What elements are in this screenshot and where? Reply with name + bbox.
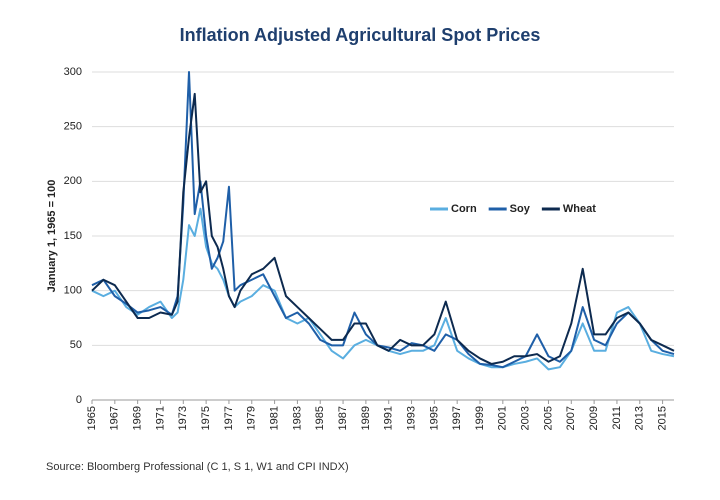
x-tick-label: 2003 (520, 406, 532, 430)
legend-label: Corn (451, 203, 477, 215)
x-tick-label: 1987 (337, 406, 349, 430)
x-tick-label: 1975 (200, 406, 212, 430)
y-tick-label: 300 (64, 66, 82, 78)
series-line (91, 92, 675, 365)
chart-title: Inflation Adjusted Agricultural Spot Pri… (180, 25, 541, 45)
x-tick-label: 2007 (565, 406, 577, 430)
x-tick-label: 2009 (588, 406, 600, 430)
x-tick-label: 1999 (474, 406, 486, 430)
x-tick-label: 2013 (634, 406, 646, 430)
x-tick-label: 1971 (154, 406, 166, 430)
x-tick-label: 1973 (177, 406, 189, 430)
x-tick-label: 1981 (268, 406, 280, 430)
legend-label: Soy (510, 203, 531, 215)
x-tick-label: 1993 (405, 406, 417, 430)
y-tick-label: 100 (64, 285, 82, 297)
x-tick-label: 1977 (223, 406, 235, 430)
y-tick-label: 50 (70, 339, 82, 351)
x-tick-label: 2001 (497, 406, 509, 430)
y-tick-label: 0 (76, 394, 82, 406)
y-tick-label: 150 (64, 230, 82, 242)
y-tick-label: 200 (64, 175, 82, 187)
x-tick-label: 2015 (656, 406, 668, 430)
x-tick-label: 1967 (109, 406, 121, 430)
x-tick-label: 1979 (246, 406, 258, 430)
legend-label: Wheat (563, 203, 596, 215)
x-tick-label: 1997 (451, 406, 463, 430)
x-tick-label: 2005 (542, 406, 554, 430)
x-tick-label: 1985 (314, 406, 326, 430)
x-tick-label: 1983 (291, 406, 303, 430)
y-axis-label: January 1, 1965 = 100 (46, 180, 58, 293)
source-note: Source: Bloomberg Professional (C 1, S 1… (46, 461, 349, 473)
x-tick-label: 1995 (428, 406, 440, 430)
series-line (91, 207, 675, 371)
x-tick-label: 2011 (611, 406, 623, 430)
x-tick-label: 1965 (86, 406, 98, 430)
x-tick-label: 1991 (383, 406, 395, 430)
x-tick-label: 1969 (132, 406, 144, 430)
y-tick-label: 250 (64, 121, 82, 133)
series-line (91, 71, 675, 369)
x-tick-label: 1989 (360, 406, 372, 430)
